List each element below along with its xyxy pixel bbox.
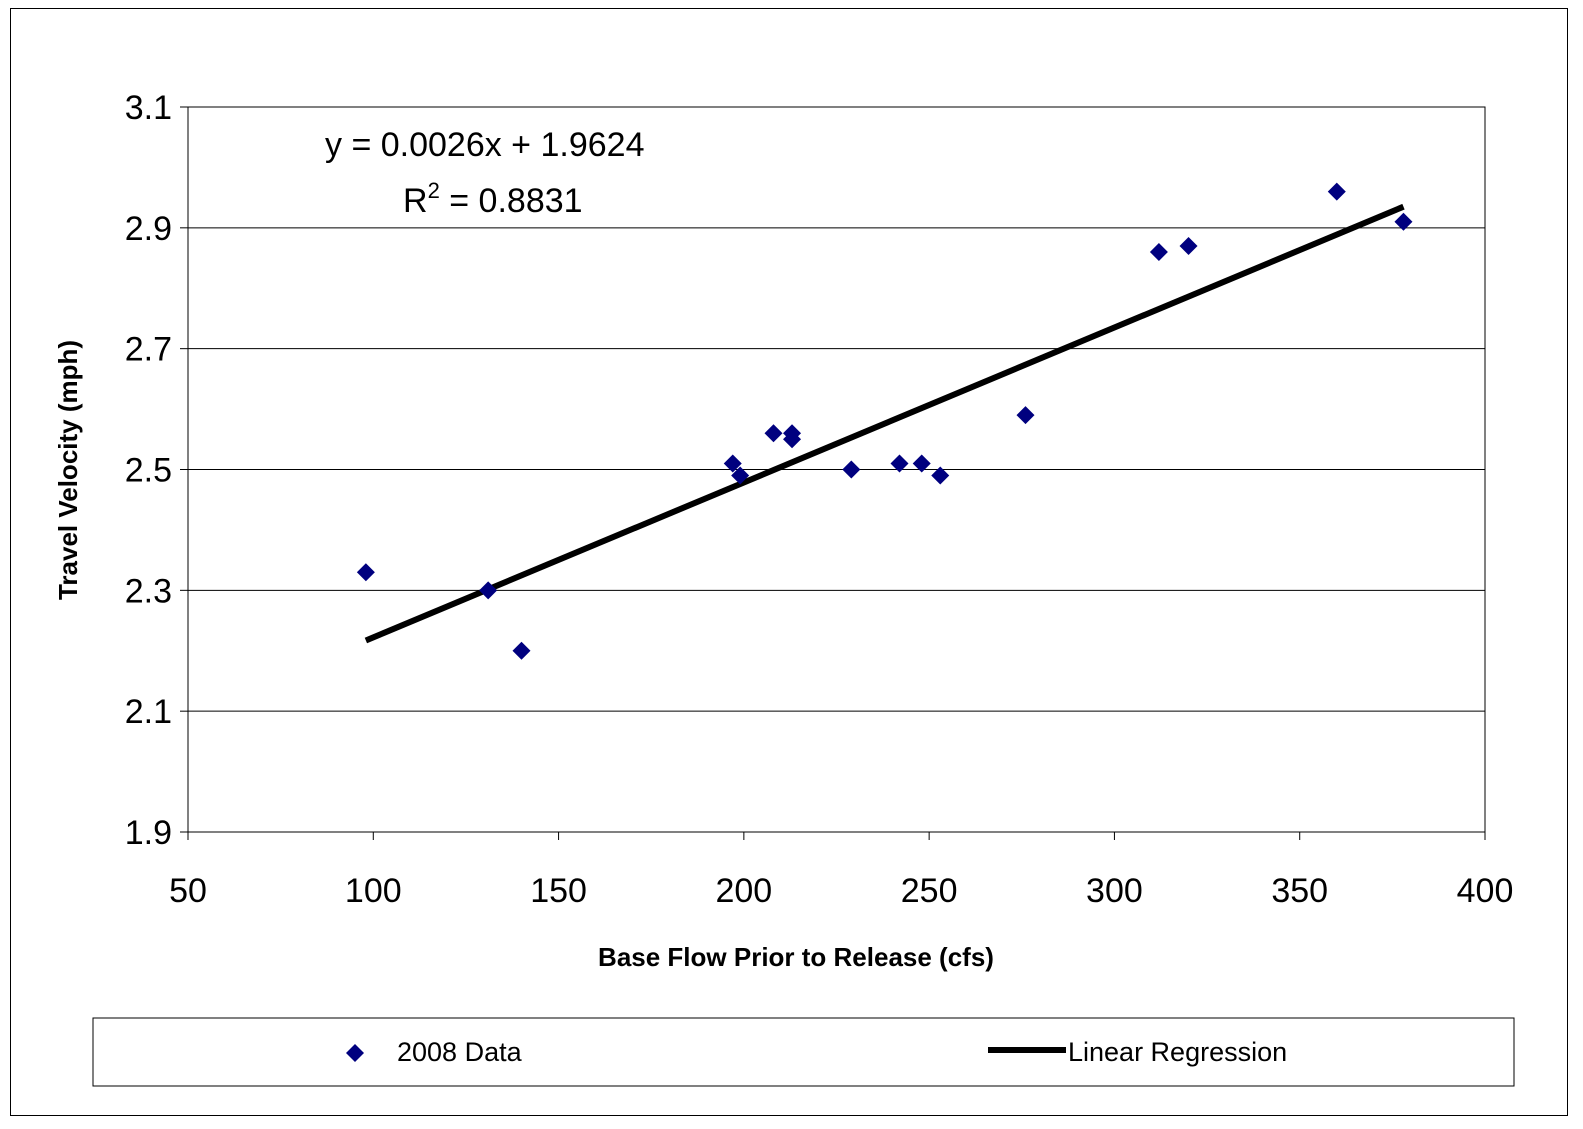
data-point <box>512 641 531 660</box>
legend-box <box>92 1017 1515 1087</box>
data-point <box>1394 212 1413 231</box>
data-point <box>912 454 931 473</box>
chart-frame <box>10 8 1568 1116</box>
y-tick-label: 1.9 <box>125 814 172 852</box>
data-points <box>356 182 1413 660</box>
data-point <box>479 581 498 600</box>
regression-equation: y = 0.0026x + 1.9624 <box>325 126 644 164</box>
data-point <box>1149 243 1168 261</box>
data-point <box>783 430 802 449</box>
regression-line <box>364 203 1405 644</box>
x-tick-label: 250 <box>901 872 958 910</box>
data-point <box>1016 406 1035 425</box>
regression-line-group <box>364 203 1405 644</box>
y-tick-label: 2.7 <box>125 331 172 369</box>
y-tick-label: 2.9 <box>125 210 172 248</box>
data-point <box>842 460 861 479</box>
y-axis-title: Travel Velocity (mph) <box>53 340 83 600</box>
x-tick-label: 300 <box>1086 872 1143 910</box>
y-tick-label: 2.1 <box>125 693 172 731</box>
x-tick-label: 100 <box>345 872 402 910</box>
data-point <box>890 454 909 473</box>
y-tick-label: 3.1 <box>125 89 172 127</box>
data-point <box>723 454 742 473</box>
data-point <box>764 424 783 443</box>
x-tick-label: 400 <box>1457 872 1514 910</box>
y-tick-label: 2.5 <box>125 452 172 490</box>
x-tick-label: 150 <box>530 872 587 910</box>
data-point <box>1179 236 1198 255</box>
data-point <box>1327 182 1346 201</box>
r-squared: R2 = 0.8831 <box>403 178 583 220</box>
legend-marker-2008-data <box>346 1044 364 1062</box>
data-point <box>356 563 375 582</box>
axis-ticks: 3.1 2.9 2.7 2.5 2.3 2.1 1.9 50 100 150 200 250 300 35… <box>125 89 1514 910</box>
gridlines <box>188 227 1485 712</box>
x-axis-title: Base Flow Prior to Release (cfs) <box>598 942 994 972</box>
legend-label-linear-regression: Linear Regression <box>1068 1037 1287 1067</box>
x-tick-label: 350 <box>1271 872 1328 910</box>
y-tick-label: 2.3 <box>125 572 172 610</box>
data-point <box>931 466 950 485</box>
data-point <box>731 466 750 485</box>
legend-label-2008-data: 2008 Data <box>397 1037 523 1067</box>
x-tick-label: 200 <box>715 872 772 910</box>
x-tick-label: 50 <box>169 872 207 910</box>
